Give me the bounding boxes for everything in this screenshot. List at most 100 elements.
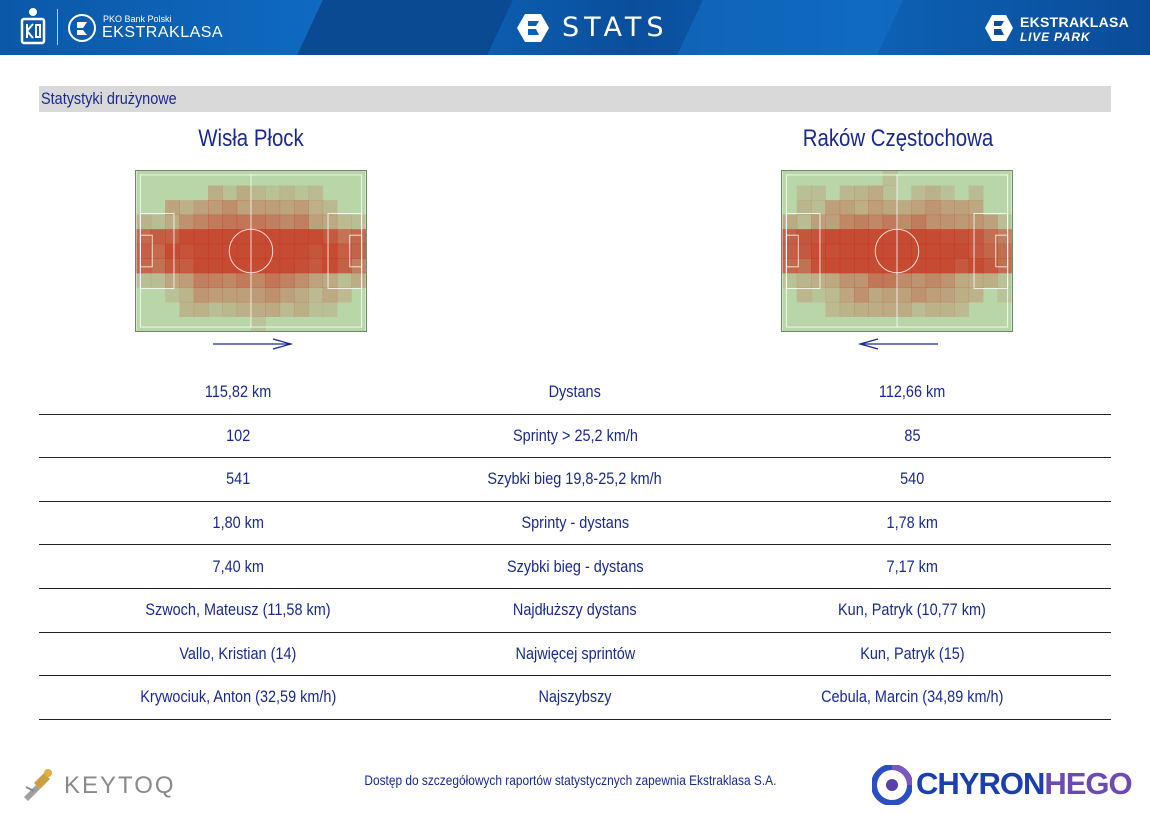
home-value: 102 xyxy=(225,425,251,445)
heatmap-cell xyxy=(854,287,869,303)
stat-label-cell: Sprinty - dystans xyxy=(437,501,713,546)
heatmap-cell xyxy=(336,229,352,245)
heatmap-cell xyxy=(308,258,324,274)
heatmap-cell xyxy=(925,214,941,230)
heatmap-cell xyxy=(236,200,252,216)
ekstraklasa-stats-icon xyxy=(517,14,549,42)
heatmap-cell xyxy=(968,200,984,216)
heatmap-cell xyxy=(839,214,855,230)
heatmap-cell xyxy=(911,200,927,216)
heatmap-cell xyxy=(279,185,295,201)
heatmap-cell xyxy=(193,258,209,274)
away-value-cell: 112,66 km xyxy=(713,371,1111,415)
heatmap-cell xyxy=(939,185,955,201)
heatmap-cell xyxy=(251,272,266,288)
hego-part: HEGO xyxy=(1044,766,1132,801)
stat-label-cell: Dystans xyxy=(437,371,713,415)
heatmap-cell xyxy=(279,287,295,303)
heatmap-cell xyxy=(308,200,324,216)
heatmap-cell xyxy=(839,258,855,274)
heatmap-cell xyxy=(782,272,798,288)
heatmap-cell xyxy=(939,272,955,288)
heatmap-cell xyxy=(165,243,180,259)
home-value: Vallo, Kristian (14) xyxy=(179,643,297,663)
heatmap-cell xyxy=(265,200,281,216)
heatmap-cell xyxy=(193,287,209,303)
stats-title: STATS xyxy=(562,12,669,43)
heatmap-cell xyxy=(279,258,295,274)
away-value-cell: Kun, Patryk (15) xyxy=(713,632,1111,677)
heatmap-cell xyxy=(839,200,855,216)
stat-label-cell: Szybki bieg - dystans xyxy=(437,544,713,589)
heatmap-cell xyxy=(825,200,841,216)
logo-divider xyxy=(57,9,58,45)
heatmap-cell xyxy=(222,258,238,274)
away-value: 112,66 km xyxy=(878,382,946,402)
stat-label: Szybki bieg - dystans xyxy=(506,556,644,576)
heatmap-cell xyxy=(322,272,338,288)
heatmap-cell xyxy=(811,185,826,201)
heatmap-cell xyxy=(265,229,281,245)
stat-label-cell: Najszybszy xyxy=(437,675,713,720)
heatmap-cell xyxy=(897,243,912,259)
heatmap-cell xyxy=(868,287,884,303)
heatmap-cell xyxy=(136,243,152,259)
heatmap-cell xyxy=(308,185,324,201)
heatmap-cell xyxy=(336,243,352,259)
away-value-cell: Kun, Patryk (10,77 km) xyxy=(713,588,1111,633)
heatmap-cell xyxy=(322,200,338,216)
heatmap-cell xyxy=(982,272,998,288)
stats-row: Krywociuk, Anton (32,59 km/h) Najszybszy C… xyxy=(39,675,1111,720)
heatmap-cell xyxy=(854,243,869,259)
heatmap-cell xyxy=(968,287,984,303)
heatmap-cell xyxy=(868,301,884,317)
home-team-name: Wisła Płock xyxy=(198,125,304,152)
heatmap-cell xyxy=(308,229,324,245)
heatmap-cell xyxy=(351,229,366,245)
pko-bank-label: PKO Bank Polski xyxy=(103,14,172,24)
heatmap-cell xyxy=(208,214,223,230)
heatmap-cell xyxy=(150,272,166,288)
heatmap-cell xyxy=(954,301,970,317)
home-value-cell: 1,80 km xyxy=(39,501,437,546)
pko-logo-icon xyxy=(20,8,46,45)
heatmap-cell xyxy=(236,229,252,245)
heatmap-cell xyxy=(839,301,855,317)
heatmap-cell xyxy=(811,272,826,288)
heatmap-cell xyxy=(208,243,223,259)
heatmap-cell xyxy=(811,258,826,274)
heatmap-cell xyxy=(811,214,826,230)
heatmap-cell xyxy=(882,229,898,245)
away-value: Kun, Patryk (15) xyxy=(859,643,965,663)
stats-row: Vallo, Kristian (14) Najwięcej sprintów Ku… xyxy=(39,632,1111,677)
heatmap-cell xyxy=(150,229,166,245)
chyronhego-logo-icon xyxy=(872,765,912,805)
heatmap-cell xyxy=(322,243,338,259)
heatmap-cell xyxy=(925,185,941,201)
heatmap-cell xyxy=(854,229,869,245)
heatmap-cell xyxy=(897,214,912,230)
heatmap-cell xyxy=(208,229,223,245)
heatmap-cell xyxy=(925,258,941,274)
heatmap-cell xyxy=(868,185,884,201)
heatmap-cell xyxy=(165,200,180,216)
keytoq-logo-text: KEYTOQ xyxy=(64,772,176,799)
heatmap-cell xyxy=(265,287,281,303)
heatmap-cell xyxy=(193,272,209,288)
heatmap-cell xyxy=(882,287,898,303)
heatmap-cell xyxy=(251,316,266,331)
heatmap-cell xyxy=(796,185,812,201)
pitch-line xyxy=(139,234,153,268)
ekstraklasa-label: EKSTRAKLASA xyxy=(102,24,224,41)
heatmap-cell xyxy=(351,243,366,259)
heatmap-cell xyxy=(293,200,309,216)
stats-row: 102 Sprinty > 25,2 km/h 85 xyxy=(39,414,1111,459)
heatmap-cell xyxy=(265,258,281,274)
heatmap-cell xyxy=(925,200,941,216)
heatmap-cell xyxy=(811,229,826,245)
pitch-line xyxy=(228,228,274,274)
heatmap-cell xyxy=(868,200,884,216)
away-value-cell: 85 xyxy=(713,414,1111,459)
stat-label: Najwięcej sprintów xyxy=(515,643,635,663)
heatmap-cell xyxy=(997,272,1012,288)
